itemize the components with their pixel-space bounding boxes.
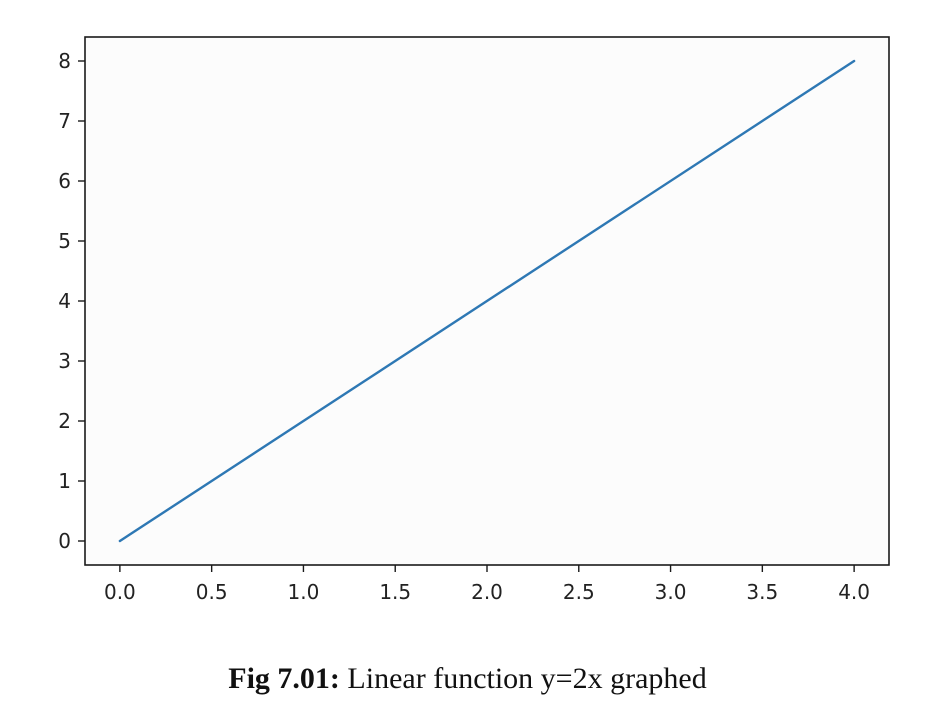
line-chart: 0.0 0.5 1.0 1.5 2.0 2.5 3.0 3.5 4.0 0 1 2 3 4 5 6 7 8 <box>58 36 890 604</box>
x-tick-label: 4.0 <box>838 580 870 604</box>
caption-text: Linear function y=2x graphed <box>347 662 707 695</box>
series-line <box>118 59 856 543</box>
y-tick-label: 7 <box>58 109 71 133</box>
y-tick-label: 8 <box>58 49 71 73</box>
x-tick-label: 3.5 <box>746 580 778 604</box>
figure-caption: Fig 7.01: Linear function y=2x graphed <box>0 662 935 696</box>
y-tick-label: 4 <box>58 289 71 313</box>
y-tick-label: 3 <box>58 349 71 373</box>
y-tick-label: 6 <box>58 169 71 193</box>
caption-label: Fig 7.01: <box>228 662 340 695</box>
x-tick-label: 0.0 <box>104 580 136 604</box>
x-tick-label: 2.5 <box>563 580 595 604</box>
x-tick-label: 0.5 <box>196 580 228 604</box>
y-tick-label: 0 <box>58 529 71 553</box>
y-tick-label: 2 <box>58 409 71 433</box>
y-tick-label: 1 <box>58 469 71 493</box>
y-tick-label: 5 <box>58 229 71 253</box>
x-tick-label: 1.0 <box>288 580 320 604</box>
x-tick-label: 2.0 <box>471 580 503 604</box>
x-tick-label: 1.5 <box>379 580 411 604</box>
x-tick-label: 3.0 <box>655 580 687 604</box>
